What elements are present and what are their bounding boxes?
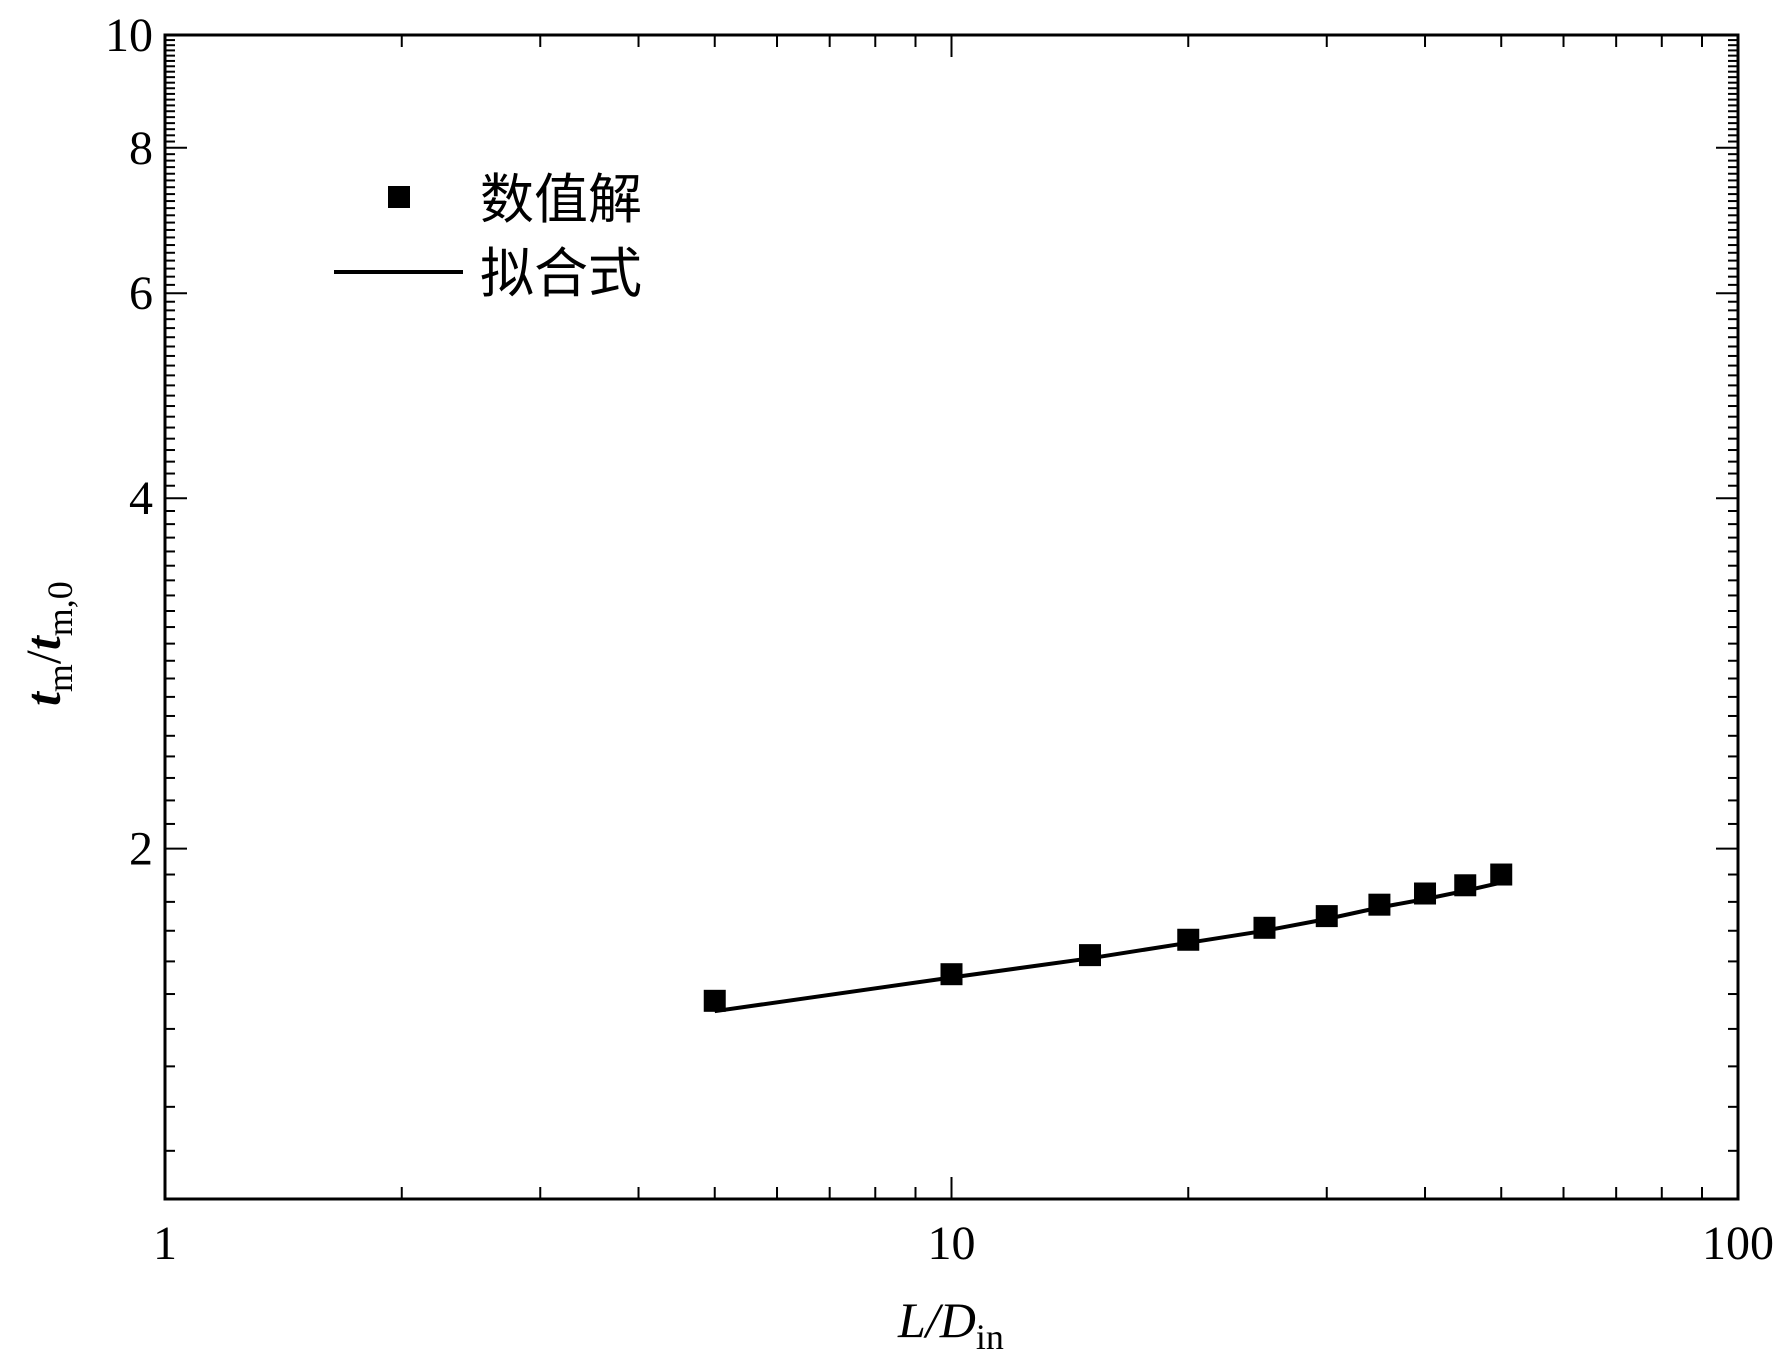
data-point-marker [703, 989, 726, 1012]
y-tick-label: 10 [105, 9, 153, 62]
plot-frame [163, 33, 1740, 1201]
x-tick-label: 10 [928, 1217, 976, 1270]
y-tick-label: 8 [129, 122, 153, 175]
data-point-marker [1454, 874, 1477, 897]
data-point-marker [940, 963, 963, 986]
x-axis-label: L/Din [897, 1292, 1004, 1357]
data-point-marker [1368, 893, 1391, 916]
fit-line [714, 880, 1502, 1014]
legend: 数值解 拟合式 [334, 168, 642, 305]
minor-ticks [165, 35, 1738, 1200]
legend-label-fit: 拟合式 [480, 242, 642, 305]
data-point-marker [1315, 905, 1338, 928]
axis-ticks [164, 34, 1738, 1199]
data-point-marker [1078, 944, 1101, 967]
y-axis-label: tm/tm,0 [15, 581, 80, 706]
y-tick-label: 2 [129, 823, 153, 876]
legend-label-numeric: 数值解 [480, 168, 642, 231]
data-point-marker [1490, 863, 1513, 886]
legend-marker-square [388, 186, 410, 208]
x-tick-label: 100 [1702, 1217, 1774, 1270]
data-point-marker [1253, 916, 1276, 939]
tick-labels: 1 10 100 2 4 6 8 10 [105, 9, 1774, 1270]
data-point-marker [1177, 928, 1200, 951]
data-markers [703, 863, 1513, 1012]
y-tick-label: 6 [129, 267, 153, 320]
y-tick-label: 4 [129, 472, 153, 525]
x-tick-label: 1 [153, 1217, 177, 1270]
data-point-marker [1414, 882, 1437, 905]
